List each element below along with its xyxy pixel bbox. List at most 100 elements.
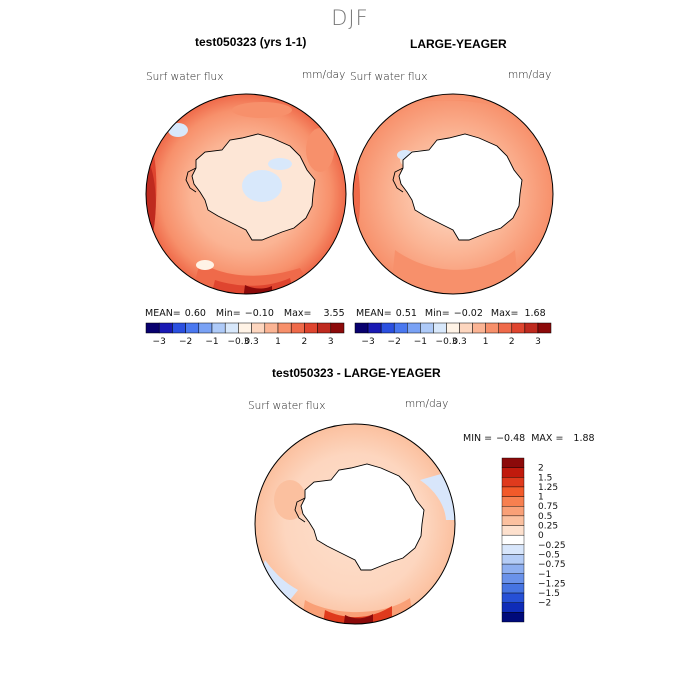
colorbar-diff-tick-label: 1 xyxy=(538,493,544,503)
colorbar-top-left-swatch xyxy=(304,322,318,334)
colorbar-top-left-tick-label: −2 xyxy=(179,337,192,347)
panel1-low-patch-2 xyxy=(196,260,214,270)
panel3-variable: Surf water flux xyxy=(248,400,326,412)
panel3-south-max xyxy=(343,614,373,624)
panel1-east-band xyxy=(306,128,334,172)
panel1-map xyxy=(145,93,347,295)
page-title: DJF xyxy=(331,6,369,30)
panel2-mean-value: 0.51 xyxy=(395,308,417,319)
colorbar-diff-swatch xyxy=(501,573,525,584)
colorbar-diff-swatch xyxy=(501,592,525,603)
colorbar-top-right-tick-label: 0.3 xyxy=(452,337,466,347)
panel1-mean-label: MEAN= xyxy=(145,308,181,319)
colorbar-top-left-swatch xyxy=(330,322,345,334)
panel2-max-label: Max= xyxy=(490,308,519,319)
colorbar-top-left-tick-label: −1 xyxy=(205,337,218,347)
panel2-title: LARGE-YEAGER xyxy=(410,37,507,51)
colorbar-top-right-swatch xyxy=(367,322,382,334)
colorbar-diff-swatch xyxy=(501,486,525,497)
panel1-mean-value: 0.60 xyxy=(184,308,206,319)
panel3-min-value: −0.48 xyxy=(496,433,526,444)
colorbar-top-right-swatch xyxy=(524,322,539,334)
colorbar-top-left-swatch xyxy=(172,322,186,334)
colorbar-top-left-swatch xyxy=(224,322,239,334)
panel3-max-label: MAX = xyxy=(531,433,564,444)
colorbar-top-left-swatch xyxy=(211,322,226,334)
colorbar-top-right-tick-label: −0.3 xyxy=(436,337,458,347)
panel1-interior-low xyxy=(242,170,282,202)
colorbar-diff-tick-label: 0.25 xyxy=(538,522,558,532)
colorbar-top-right-swatch xyxy=(420,322,434,334)
colorbar-diff-swatch xyxy=(501,612,525,623)
colorbar-diff-swatch xyxy=(501,534,525,546)
colorbar-top-right-swatch xyxy=(459,322,473,334)
panel3-units: mm/day xyxy=(405,398,449,410)
panel3-antarctica xyxy=(300,463,425,571)
colorbar-diff-swatch xyxy=(501,515,525,526)
panel2-units: mm/day xyxy=(508,69,552,81)
colorbar-top-left-swatch xyxy=(158,322,173,334)
colorbar-top-right-tick-label: −1 xyxy=(414,337,427,347)
panel1-max-label: Max= xyxy=(283,308,312,319)
colorbar-diff-swatch xyxy=(501,583,525,594)
colorbar-top-left-swatch xyxy=(145,322,160,334)
colorbar-diff-tick-label: −0.5 xyxy=(538,550,560,560)
panel2-map xyxy=(352,93,554,295)
colorbar-top-left-swatch xyxy=(185,322,200,334)
panel3-title: test050323 - LARGE-YEAGER xyxy=(272,366,441,380)
colorbar-difference: 21.51.2510.750.50.250−0.25−0.5−0.75−1−1.… xyxy=(501,457,566,623)
colorbar-top-right-tick-label: 3 xyxy=(535,337,541,347)
colorbar-diff-swatch xyxy=(501,554,525,565)
panel3-max-value: 1.88 xyxy=(573,433,595,444)
panel2-min-value: −0.02 xyxy=(453,308,483,319)
colorbar-top-right-swatch xyxy=(446,322,460,334)
panel1-boundary xyxy=(145,93,347,295)
panel1-title: test050323 (yrs 1-1) xyxy=(195,35,307,49)
colorbar-top-right-swatch xyxy=(354,322,369,334)
colorbar-diff-tick-label: −0.25 xyxy=(538,541,566,551)
colorbar-top-right-swatch xyxy=(472,322,486,334)
panel3-south-peak xyxy=(322,606,392,624)
panel3-map xyxy=(254,423,456,625)
colorbar-top-right: −3 −2 −1 −0.30.3 1 2 3 xyxy=(354,322,552,347)
panel2-max-value: 1.68 xyxy=(524,308,546,319)
panel1-min-label: Min= xyxy=(215,308,241,319)
colorbar-top-left-tick-label: −0.3 xyxy=(227,337,249,347)
panel1-interior-low-2 xyxy=(268,158,292,170)
colorbar-top-left-swatch xyxy=(277,322,292,334)
panel3-boundary xyxy=(254,423,456,625)
colorbar-diff-tick-label: −1.5 xyxy=(538,589,560,599)
colorbar-top-left-swatch xyxy=(198,322,213,334)
panel3-west-high xyxy=(274,480,306,520)
colorbar-diff-tick-label: 2 xyxy=(538,464,544,474)
panel1-stats: MEAN= 0.60 Min= −0.10 Max= 3.55 xyxy=(145,308,349,319)
panel1-north-band xyxy=(232,102,292,118)
panel3-stats: MIN = −0.48 MAX = 1.88 xyxy=(463,433,599,444)
panel1-peninsula xyxy=(185,167,197,193)
colorbar-top-left-swatch xyxy=(251,322,266,334)
colorbar-top-right-swatch xyxy=(511,322,526,334)
colorbar-diff-swatch xyxy=(501,563,525,574)
colorbar-diff-tick-label: 1.5 xyxy=(538,473,552,483)
panel2-variable: Surf water flux xyxy=(350,71,428,83)
colorbar-top-left-tick-label: 1 xyxy=(275,337,281,347)
colorbar-top-left: −3 −2 −1 −0.30.3 1 2 3 xyxy=(145,322,345,347)
colorbar-diff-swatch xyxy=(501,496,525,507)
colorbar-top-right-swatch xyxy=(498,322,513,334)
colorbar-diff-swatch xyxy=(501,602,525,613)
colorbar-diff-tick-label: 0.5 xyxy=(538,512,552,522)
panel2-min-label: Min= xyxy=(424,308,450,319)
panel3-peninsula xyxy=(294,497,306,523)
panel2-north-band xyxy=(380,100,520,112)
colorbar-top-left-tick-label: 2 xyxy=(302,337,308,347)
colorbar-diff-tick-label: 0 xyxy=(538,531,544,541)
colorbar-top-left-swatch xyxy=(238,322,252,334)
panel2-antarctica xyxy=(398,133,523,241)
colorbar-diff-tick-label: −0.75 xyxy=(538,560,566,570)
panel1-south-max xyxy=(243,285,272,294)
colorbar-top-right-swatch xyxy=(380,322,395,334)
colorbar-diff-tick-label: −1.25 xyxy=(538,579,566,589)
colorbar-top-left-swatch xyxy=(264,322,279,334)
panel1-max-value: 3.55 xyxy=(323,308,345,319)
colorbar-top-right-tick-label: 1 xyxy=(483,337,489,347)
